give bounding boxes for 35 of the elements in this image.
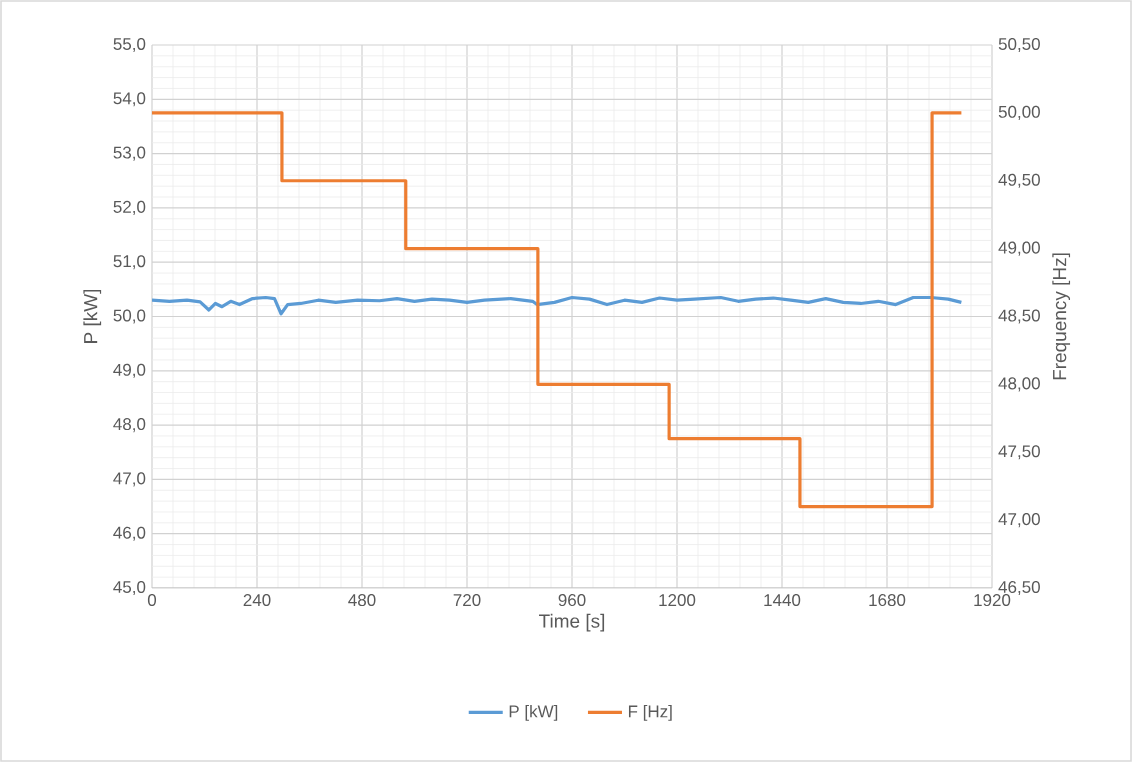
x-tick-label: 1680 [869, 594, 906, 607]
x-tick-label: 0 [147, 594, 157, 607]
x-tick-label: 480 [348, 594, 376, 607]
y2-tick-label: 47,50 [998, 445, 1040, 460]
legend-label: P [kW] [509, 704, 558, 721]
y2-tick-label: 48,50 [998, 309, 1040, 324]
y-tick-label: 49,0 [113, 363, 146, 378]
x-tick-label: 1440 [764, 594, 801, 607]
y-axis-title: P [kW] [83, 289, 102, 343]
y-tick-label: 48,0 [113, 418, 146, 433]
y-tick-label: 55,0 [113, 37, 146, 53]
x-axis-title: Time [s] [539, 613, 605, 632]
x-tick-label: 960 [558, 594, 586, 607]
y-tick-label: 53,0 [113, 146, 146, 161]
y2-tick-label: 49,00 [998, 241, 1040, 256]
y-tick-label: 54,0 [113, 92, 146, 107]
y2-tick-label: 48,00 [998, 377, 1040, 392]
y2-axis-title: Frequency [Hz] [1052, 253, 1071, 380]
x-tick-label: 240 [243, 594, 271, 607]
y-tick-label: 51,0 [113, 255, 146, 270]
x-tick-label: 720 [453, 594, 481, 607]
y-tick-label: 50,0 [113, 309, 146, 324]
y2-tick-label: 50,00 [998, 105, 1040, 120]
y2-tick-label: 47,00 [998, 513, 1040, 528]
y-tick-label: 46,0 [113, 526, 146, 541]
y2-tick-label: 46,50 [998, 580, 1040, 596]
y2-tick-label: 49,50 [998, 173, 1040, 188]
x-tick-label: 1920 [974, 594, 1011, 607]
y-tick-label: 47,0 [113, 472, 146, 487]
x-tick-label: 1200 [659, 594, 696, 607]
legend-label: F [Hz] [628, 704, 672, 721]
y2-tick-label: 50,50 [998, 37, 1040, 53]
y-tick-label: 45,0 [113, 580, 146, 596]
line-series [152, 295, 963, 316]
y-tick-label: 52,0 [113, 200, 146, 215]
